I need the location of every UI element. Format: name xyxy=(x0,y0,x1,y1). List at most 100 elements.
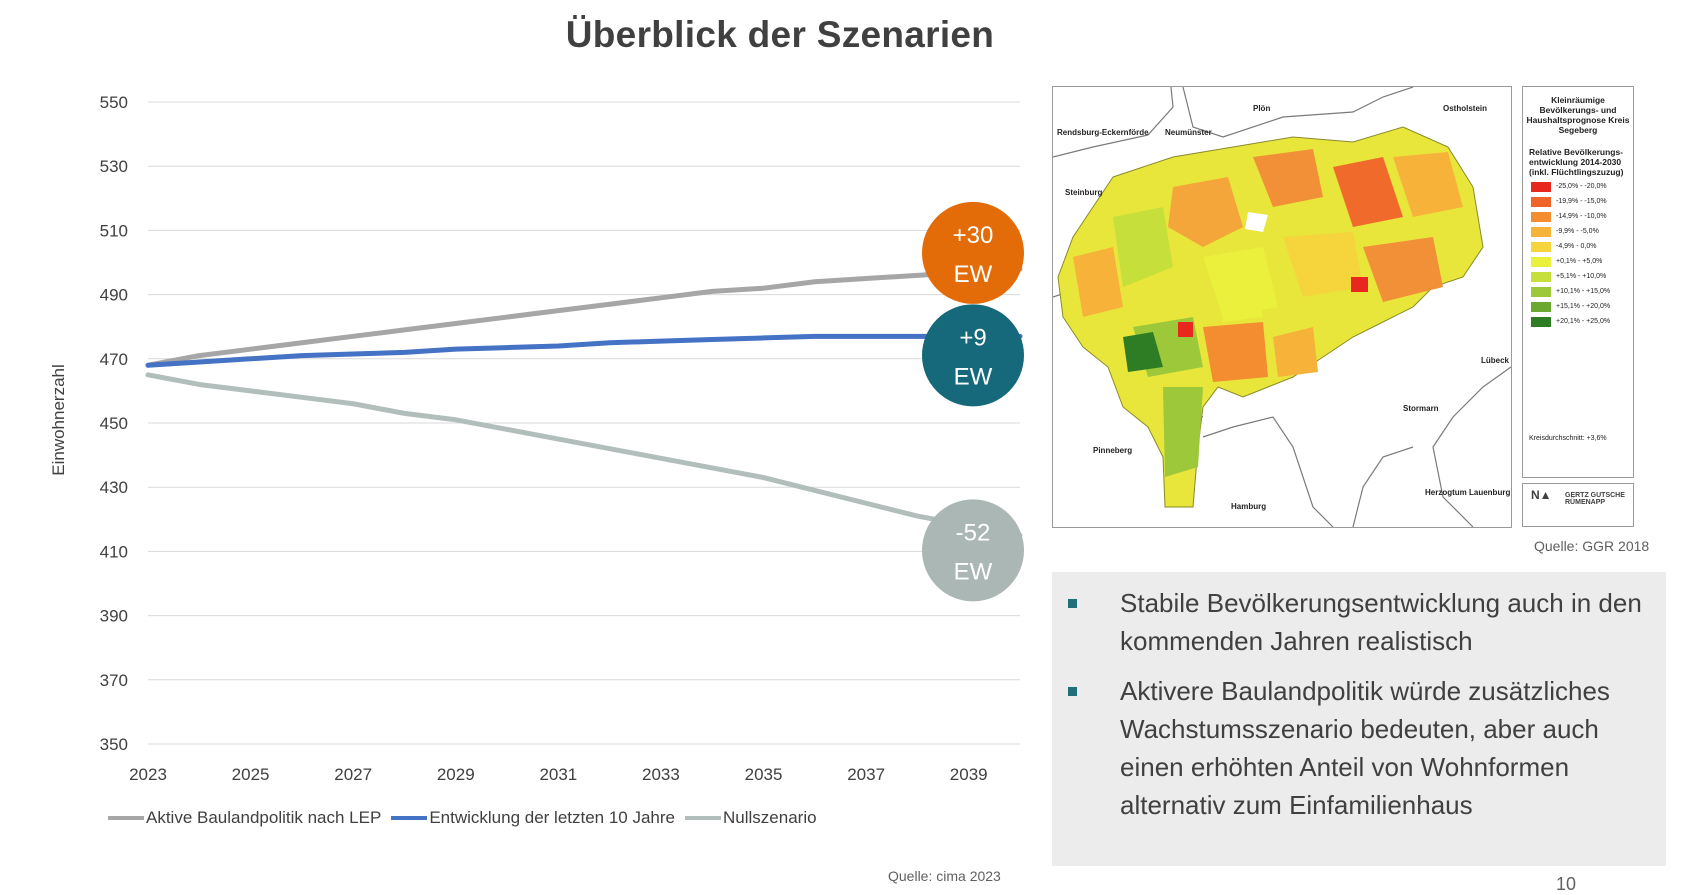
map-legend-swatch xyxy=(1531,181,1551,192)
x-tick-label: 2029 xyxy=(437,765,475,784)
x-tick-label: 2027 xyxy=(334,765,372,784)
map-label-ostholstein: Ostholstein xyxy=(1443,104,1487,113)
scenario-badges: +30 EW +9 EW -52 EW xyxy=(922,201,1024,602)
map-legend-class: -25,0% - -20,0% xyxy=(1531,181,1633,192)
map-firm-name: GERTZ GUTSCHE RÜMENAPP xyxy=(1565,492,1625,506)
map-legend-swatch xyxy=(1531,226,1551,237)
scenario-badge-value: +9 xyxy=(959,324,986,351)
map-legend-class-label: +15,1% - +20,0% xyxy=(1556,303,1611,310)
series-line-0 xyxy=(145,266,1023,368)
map-legend-class: +15,1% - +20,0% xyxy=(1531,301,1633,312)
x-tick-label: 2031 xyxy=(539,765,577,784)
y-axis-label: Einwohnerzahl xyxy=(49,364,68,476)
y-tick-label: 510 xyxy=(100,221,128,240)
map-legend-average: Kreisdurchschnitt: +3,6% xyxy=(1529,435,1607,442)
y-tick-label: 350 xyxy=(100,735,128,754)
map-label-ploen: Plön xyxy=(1253,104,1270,113)
scenario-badge-2 xyxy=(922,499,1024,602)
map-label-hamburg: Hamburg xyxy=(1231,502,1266,511)
y-tick-label: 530 xyxy=(100,157,128,176)
chart-series xyxy=(145,266,1023,538)
map-label-neumuenster: Neumünster xyxy=(1165,128,1212,137)
map-legend-class: +0,1% - +5,0% xyxy=(1531,256,1633,267)
legend-swatch-nullszenario xyxy=(685,816,722,820)
y-tick-label: 550 xyxy=(100,93,128,112)
x-tick-label: 2025 xyxy=(232,765,270,784)
x-tick-label: 2039 xyxy=(950,765,988,784)
chart-gridlines xyxy=(148,101,1020,745)
scenario-badge-unit: EW xyxy=(954,363,993,390)
map-legend-class-label: +0,1% - +5,0% xyxy=(1556,258,1603,265)
bullet-text-2: Aktivere Baulandpolitik würde zusätzlich… xyxy=(1120,676,1610,820)
map-legend-swatch xyxy=(1531,241,1551,252)
map-label-stormarn: Stormarn xyxy=(1403,404,1439,413)
map-label-steinburg: Steinburg xyxy=(1065,188,1102,197)
chart-legend: Aktive Baulandpolitik nach LEP Entwicklu… xyxy=(108,808,817,828)
bullet-square-icon xyxy=(1068,599,1077,608)
map-legend-class: -19,9% - -15,0% xyxy=(1531,196,1633,207)
map-legend-class-label: +5,1% - +10,0% xyxy=(1556,273,1607,280)
map-legend-class: -9,9% - -5,0% xyxy=(1531,226,1633,237)
map-label-pinneberg: Pinneberg xyxy=(1093,446,1132,455)
map-legend-class-label: -9,9% - -5,0% xyxy=(1556,228,1599,235)
map-legend-class: +5,1% - +10,0% xyxy=(1531,271,1633,282)
scenario-badge-0 xyxy=(922,201,1024,304)
y-tick-label: 490 xyxy=(100,286,128,305)
map-legend-class: -4,9% - 0,0% xyxy=(1531,241,1633,252)
y-tick-label: 410 xyxy=(100,542,128,561)
y-axis-ticks: 550 530 510 490 470 450 430 410 390 370 350 xyxy=(100,93,128,754)
map-legend-class-label: +20,1% - +25,0% xyxy=(1556,318,1611,325)
map-legend-class-label: -19,9% - -15,0% xyxy=(1556,198,1607,205)
map-legend-swatch xyxy=(1531,301,1551,312)
map-label-luebeck: Lübeck xyxy=(1481,356,1510,365)
scenario-badge-unit: EW xyxy=(954,558,993,585)
bullet-item-2: Aktivere Baulandpolitik würde zusätzlich… xyxy=(1068,672,1658,824)
map-legend-class: +20,1% - +25,0% xyxy=(1531,316,1633,327)
legend-label-baulandpolitik: Aktive Baulandpolitik nach LEP xyxy=(146,808,382,827)
municipality-patches xyxy=(1073,149,1463,477)
legend-label-nullszenario: Nullszenario xyxy=(723,808,817,827)
legend-item-baulandpolitik: Aktive Baulandpolitik nach LEP xyxy=(108,808,381,828)
map-legend-class: -14,9% - -10,0% xyxy=(1531,211,1633,222)
segeberg-map: Plön Ostholstein Rendsburg-Eckernförde N… xyxy=(1052,86,1512,528)
x-tick-label: 2023 xyxy=(129,765,167,784)
scenario-badge-1 xyxy=(922,304,1024,407)
legend-swatch-letzte-10-jahre xyxy=(391,816,428,820)
series-line-2 xyxy=(145,372,1023,538)
y-tick-label: 450 xyxy=(100,414,128,433)
map-legend-swatch xyxy=(1531,211,1551,222)
map-legend-subtitle: Relative Bevölkerungs-entwicklung 2014-2… xyxy=(1529,147,1624,177)
x-tick-label: 2035 xyxy=(745,765,783,784)
scenario-badge-value: +30 xyxy=(953,222,994,249)
chart-source: Quelle: cima 2023 xyxy=(888,868,1001,884)
map-legend-swatch xyxy=(1531,271,1551,282)
map-legend-title: Kleinräumige Bevölkerungs- und Haushalts… xyxy=(1526,95,1630,135)
bullet-square-icon xyxy=(1068,687,1077,696)
page-number: 10 xyxy=(1556,874,1577,894)
map-north-box: N▲ GERTZ GUTSCHE RÜMENAPP xyxy=(1522,483,1634,527)
map-legend-swatch xyxy=(1531,196,1551,207)
map-legend: Kleinräumige Bevölkerungs- und Haushalts… xyxy=(1522,86,1634,478)
map-legend-class-label: -4,9% - 0,0% xyxy=(1556,243,1597,250)
bullet-text-1: Stabile Bevölkerungsentwicklung auch in … xyxy=(1120,588,1642,656)
y-tick-label: 470 xyxy=(100,350,128,369)
map-legend-class: +10,1% - +15,0% xyxy=(1531,286,1633,297)
slide-title: Überblick der Szenarien xyxy=(565,14,995,55)
x-tick-label: 2037 xyxy=(847,765,885,784)
scenario-badge-value: -52 xyxy=(956,519,991,546)
map-source: Quelle: GGR 2018 xyxy=(1534,538,1650,554)
x-tick-label: 2033 xyxy=(642,765,680,784)
legend-item-nullszenario: Nullszenario xyxy=(685,808,817,828)
y-tick-label: 390 xyxy=(100,607,128,626)
scenario-badge-unit: EW xyxy=(954,261,993,288)
y-tick-label: 370 xyxy=(100,671,128,690)
map-label-rendsburg: Rendsburg-Eckernförde xyxy=(1057,128,1149,137)
map-label-lauenburg: Herzogtum Lauenburg xyxy=(1425,488,1510,497)
bullet-item-1: Stabile Bevölkerungsentwicklung auch in … xyxy=(1068,584,1658,660)
map-legend-swatch xyxy=(1531,256,1551,267)
map-legend-classes: -25,0% - -20,0% -19,9% - -15,0% -14,9% - -… xyxy=(1523,181,1633,327)
series-line-1 xyxy=(145,333,1023,368)
legend-swatch-baulandpolitik xyxy=(108,816,144,820)
legend-item-letzte-10-jahre: Entwicklung der letzten 10 Jahre xyxy=(391,808,675,828)
